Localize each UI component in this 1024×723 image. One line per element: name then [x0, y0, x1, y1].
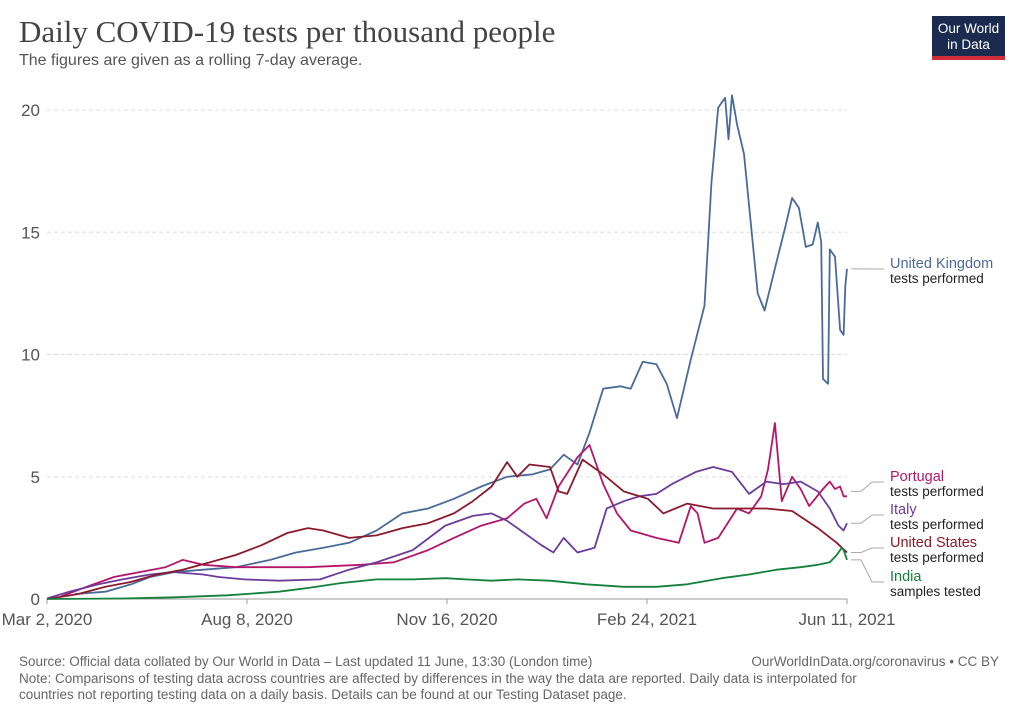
- chart-footer: Source: Official data collated by Our Wo…: [19, 654, 1009, 704]
- y-tick-label: 20: [21, 101, 40, 120]
- x-tick-label: Aug 8, 2020: [201, 610, 293, 629]
- y-tick-label: 0: [31, 590, 40, 609]
- chart-title: Daily COVID-19 tests per thousand people: [19, 14, 556, 49]
- x-tick-label: Jun 11, 2021: [798, 610, 895, 629]
- label-connector-india: [851, 559, 884, 583]
- series-metric-italy: tests performed: [890, 517, 984, 532]
- series-metric-united-kingdom: tests performed: [890, 271, 984, 286]
- owid-logo[interactable]: Our World in Data: [932, 16, 1005, 60]
- label-connector-united-states: [851, 547, 884, 553]
- chart-subtitle: The figures are given as a rolling 7-day…: [19, 52, 363, 69]
- logo-line-2: in Data: [947, 37, 990, 52]
- series-label-italy: Italy: [890, 502, 917, 518]
- series-line-united-kingdom: [74, 94, 848, 595]
- logo-line-1: Our World: [937, 21, 1000, 36]
- line-chart: 0 5 10 15 20 Mar 2, 2020 Aug 8, 2020 Nov 16, 20…: [2, 94, 993, 629]
- note-line-1: Note: Comparisons of testing data across…: [19, 670, 857, 686]
- label-connector-portugal: [851, 481, 884, 492]
- y-tick-label: 10: [21, 346, 40, 365]
- license-link[interactable]: OurWorldInData.org/coronavirus • CC BY: [751, 654, 999, 669]
- series-label-united-kingdom: United Kingdom: [890, 256, 993, 272]
- x-tick-label: Feb 24, 2021: [597, 610, 697, 629]
- series-label-portugal: Portugal: [890, 469, 944, 485]
- series-metric-portugal: tests performed: [890, 484, 984, 499]
- series-label-india: India: [890, 569, 922, 585]
- series-line-italy: [46, 466, 848, 600]
- x-tick-label: Mar 2, 2020: [2, 610, 93, 629]
- series-metric-united-states: tests performed: [890, 550, 984, 565]
- series-label-united-states: United States: [890, 535, 977, 551]
- series-line-united-states: [46, 458, 848, 600]
- y-tick-label: 15: [21, 223, 40, 242]
- label-connector-italy: [851, 514, 884, 524]
- series-metric-india: samples tested: [890, 584, 981, 599]
- note-line-2: countries not reporting testing data on …: [19, 687, 627, 702]
- y-tick-label: 5: [31, 468, 40, 487]
- x-tick-label: Nov 16, 2020: [396, 610, 497, 629]
- series-line-india: [46, 546, 848, 600]
- source-text: Source: Official data collated by Our Wo…: [19, 654, 593, 669]
